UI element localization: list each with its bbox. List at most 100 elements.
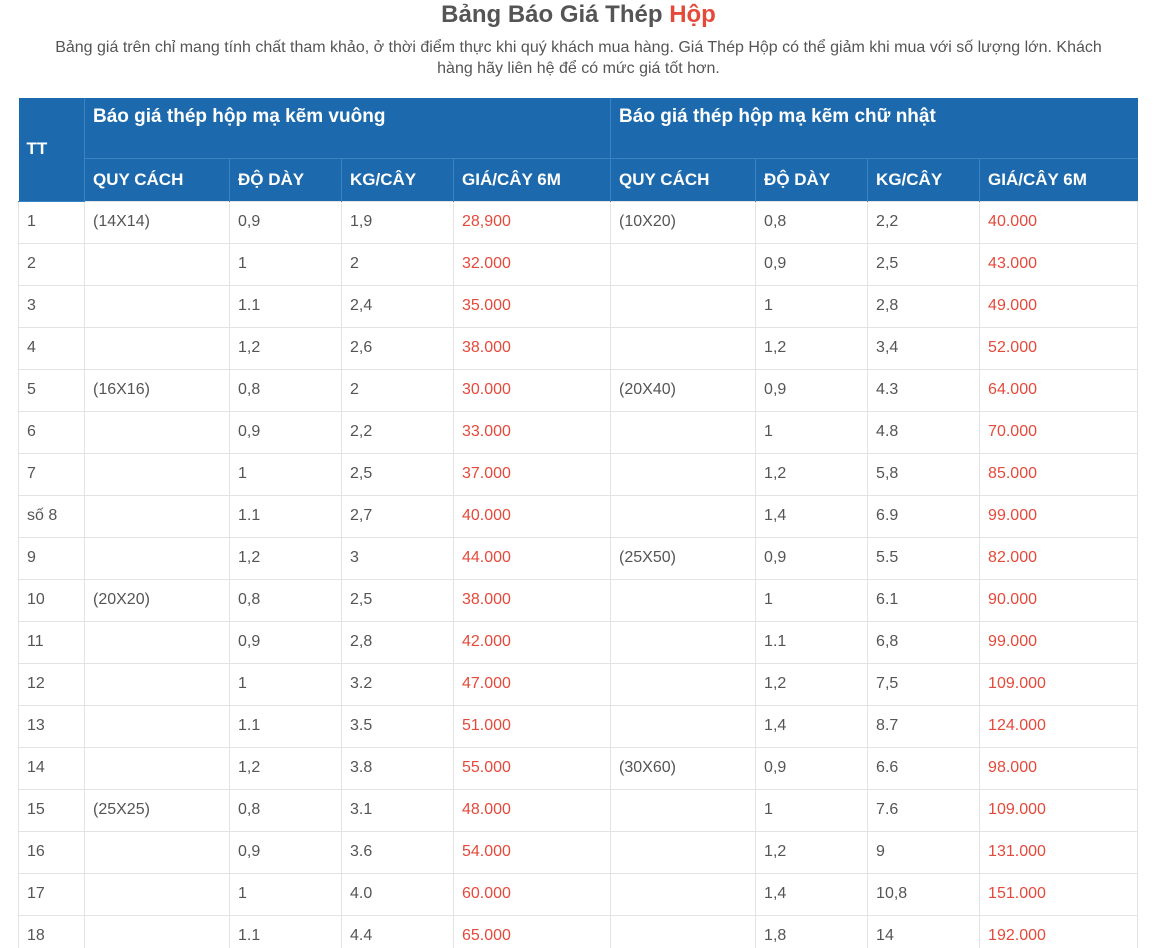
cell-thickness-rect: 1 [755,284,869,328]
cell-spec-rect [610,872,757,916]
cell-thickness: 1 [229,452,342,496]
cell-spec [84,452,230,496]
cell-spec-rect [610,410,757,454]
cell-price: 38.000 [452,578,612,622]
table-row: 10 (20X20) 0,8 2,5 38.000 1 6.1 90.000 [18,578,1139,622]
cell-price-rect: 70.000 [979,410,1139,454]
cell-price: 51.000 [452,704,612,748]
cell-thickness: 0,9 [229,620,342,664]
cell-spec [84,494,230,538]
cell-tt: 13 [18,704,85,748]
cell-weight: 4.0 [341,872,454,916]
cell-thickness-rect: 1,8 [755,914,869,948]
cell-weight: 2,6 [341,326,454,370]
cell-spec-rect: (20X40) [610,368,757,412]
cell-weight-rect: 5.5 [867,536,981,580]
cell-tt: 5 [18,368,85,412]
group-header-square: Báo giá thép hộp mạ kẽm vuông [84,98,612,159]
cell-thickness: 0,9 [229,830,342,874]
cell-tt: 14 [18,746,85,790]
cell-spec [84,872,230,916]
cell-price: 60.000 [452,872,612,916]
cell-price-rect: 109.000 [979,788,1139,832]
cell-thickness-rect: 1,4 [755,704,869,748]
cell-price-rect: 52.000 [979,326,1139,370]
cell-thickness: 1 [229,242,342,286]
cell-price-rect: 151.000 [979,872,1139,916]
cell-thickness: 1.1 [229,284,342,328]
cell-spec [84,746,230,790]
cell-price: 47.000 [452,662,612,706]
cell-weight-rect: 3,4 [867,326,981,370]
cell-weight-rect: 6.9 [867,494,981,538]
cell-weight: 2 [341,242,454,286]
cell-spec [84,410,230,454]
column-header-price: GIÁ/CÂY 6M [453,158,612,201]
cell-spec-rect [610,788,757,832]
cell-price: 38.000 [452,326,612,370]
table-row: 17 1 4.0 60.000 1,4 10,8 151.000 [18,872,1139,916]
header-group-row: TT Báo giá thép hộp mạ kẽm vuông Báo giá… [18,98,1138,202]
cell-weight: 1,9 [341,200,454,244]
cell-thickness: 1.1 [229,914,342,948]
cell-spec-rect: (30X60) [610,746,757,790]
cell-spec-rect [610,578,757,622]
cell-price: 30.000 [452,368,612,412]
cell-spec [84,284,230,328]
group-header-rect: Báo giá thép hộp mạ kẽm chữ nhật [610,98,1138,159]
cell-spec-rect [610,704,757,748]
cell-weight: 3.2 [341,662,454,706]
table-row: 14 1,2 3.8 55.000 (30X60) 0,9 6.6 98.000 [18,746,1139,790]
cell-tt: 3 [18,284,85,328]
cell-thickness: 1,2 [229,536,342,580]
cell-spec [84,242,230,286]
cell-price: 54.000 [452,830,612,874]
cell-weight-rect: 2,2 [867,200,981,244]
cell-thickness-rect: 1.1 [755,620,869,664]
cell-spec-rect [610,284,757,328]
cell-price-rect: 98.000 [979,746,1139,790]
cell-price-rect: 124.000 [979,704,1139,748]
cell-spec-rect [610,242,757,286]
cell-weight-rect: 7.6 [867,788,981,832]
cell-price: 48.000 [452,788,612,832]
column-header-tt: TT [18,98,85,202]
cell-weight: 3.1 [341,788,454,832]
cell-thickness-rect: 1 [755,788,869,832]
cell-thickness-rect: 1 [755,410,869,454]
cell-weight: 3.5 [341,704,454,748]
cell-spec-rect: (10X20) [610,200,757,244]
cell-spec: (20X20) [84,578,230,622]
table-row: 4 1,2 2,6 38.000 1,2 3,4 52.000 [18,326,1139,370]
cell-weight: 3.6 [341,830,454,874]
table-row: 9 1,2 3 44.000 (25X50) 0,9 5.5 82.000 [18,536,1139,580]
cell-thickness-rect: 1,4 [755,494,869,538]
cell-price-rect: 131.000 [979,830,1139,874]
cell-price-rect: 82.000 [979,536,1139,580]
cell-price: 65.000 [452,914,612,948]
cell-spec-rect [610,620,757,664]
table-row: 1 (14X14) 0,9 1,9 28,900 (10X20) 0,8 2,2 40.000 [18,200,1139,244]
cell-price: 42.000 [452,620,612,664]
cell-thickness: 1 [229,872,342,916]
cell-tt: 16 [18,830,85,874]
table-body: 1 (14X14) 0,9 1,9 28,900 (10X20) 0,8 2,2 40.000 2… [18,200,1139,948]
cell-weight-rect: 8.7 [867,704,981,748]
cell-spec: (14X14) [84,200,230,244]
table-row: 15 (25X25) 0,8 3.1 48.000 1 7.6 109.000 [18,788,1139,832]
cell-weight-rect: 4.3 [867,368,981,412]
cell-weight: 3 [341,536,454,580]
cell-thickness: 1 [229,662,342,706]
cell-spec-rect: (25X50) [610,536,757,580]
cell-spec [84,326,230,370]
cell-price: 40.000 [452,494,612,538]
cell-price-rect: 99.000 [979,494,1139,538]
table-row: 5 (16X16) 0,8 2 30.000 (20X40) 0,9 4.3 64.000 [18,368,1139,412]
cell-thickness: 0,9 [229,200,342,244]
cell-tt: 7 [18,452,85,496]
cell-tt: 18 [18,914,85,948]
cell-price: 32.000 [452,242,612,286]
cell-spec [84,662,230,706]
cell-spec-rect [610,914,757,948]
cell-weight-rect: 10,8 [867,872,981,916]
